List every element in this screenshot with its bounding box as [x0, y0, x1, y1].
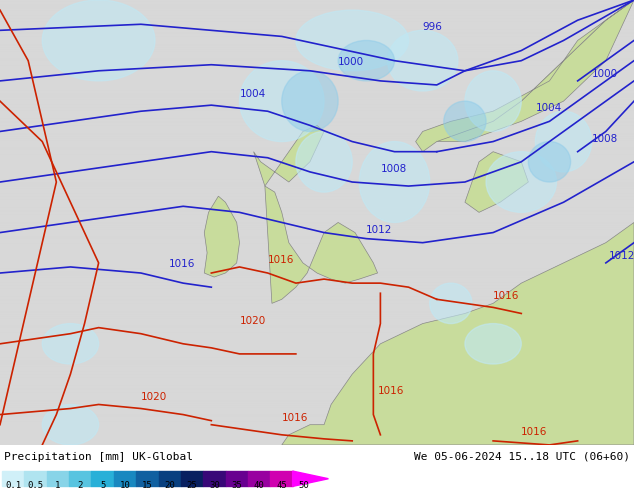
Ellipse shape — [486, 152, 557, 212]
Ellipse shape — [42, 323, 99, 364]
Bar — [2, 471, 24, 487]
Ellipse shape — [465, 323, 521, 364]
Ellipse shape — [535, 111, 592, 172]
Text: 1: 1 — [55, 481, 61, 490]
Polygon shape — [204, 196, 240, 277]
Ellipse shape — [528, 142, 571, 182]
Text: 5: 5 — [100, 481, 105, 490]
Text: 1008: 1008 — [380, 164, 406, 174]
Bar — [24, 471, 47, 487]
Text: 1020: 1020 — [141, 392, 167, 402]
Text: 1016: 1016 — [281, 413, 308, 423]
Text: 1012: 1012 — [366, 224, 392, 235]
Text: We 05-06-2024 15..18 UTC (06+60): We 05-06-2024 15..18 UTC (06+60) — [414, 452, 630, 462]
Bar — [204, 471, 226, 487]
Text: 1016: 1016 — [378, 386, 404, 396]
Bar — [47, 471, 69, 487]
Ellipse shape — [338, 41, 394, 81]
Ellipse shape — [465, 71, 521, 131]
Text: 25: 25 — [186, 481, 197, 490]
Text: 10: 10 — [120, 481, 131, 490]
Text: 30: 30 — [209, 481, 220, 490]
Bar — [136, 471, 158, 487]
Polygon shape — [416, 0, 634, 152]
Text: 35: 35 — [231, 481, 242, 490]
Ellipse shape — [296, 131, 353, 192]
Text: 2: 2 — [77, 481, 83, 490]
Text: 1000: 1000 — [338, 57, 365, 67]
Bar — [69, 471, 91, 487]
Ellipse shape — [42, 404, 99, 445]
Polygon shape — [254, 125, 324, 186]
Ellipse shape — [42, 0, 155, 81]
Text: 0.1: 0.1 — [5, 481, 22, 490]
Bar — [248, 471, 270, 487]
Polygon shape — [293, 471, 328, 487]
Bar — [113, 471, 136, 487]
Text: 1004: 1004 — [535, 103, 562, 113]
Text: 15: 15 — [142, 481, 153, 490]
Text: 1016: 1016 — [493, 292, 519, 301]
Polygon shape — [265, 186, 378, 303]
Text: 1020: 1020 — [240, 316, 266, 325]
Polygon shape — [423, 0, 634, 142]
Bar — [270, 471, 293, 487]
Bar — [226, 471, 248, 487]
Ellipse shape — [387, 30, 458, 91]
Text: 996: 996 — [423, 23, 443, 32]
Text: 1016: 1016 — [169, 259, 195, 269]
Text: 1004: 1004 — [240, 89, 266, 99]
Text: 45: 45 — [276, 481, 287, 490]
Text: 1008: 1008 — [592, 134, 618, 144]
Bar — [91, 471, 113, 487]
Text: Precipitation [mm] UK-Global: Precipitation [mm] UK-Global — [4, 452, 193, 462]
Text: 1016: 1016 — [268, 255, 294, 265]
Ellipse shape — [240, 61, 324, 142]
Ellipse shape — [359, 142, 430, 222]
Ellipse shape — [281, 71, 338, 131]
Polygon shape — [465, 152, 528, 212]
Polygon shape — [281, 222, 634, 445]
Bar — [181, 471, 204, 487]
Ellipse shape — [296, 10, 408, 71]
Text: 1012: 1012 — [609, 251, 634, 261]
Text: 1016: 1016 — [521, 427, 548, 437]
Text: 40: 40 — [254, 481, 264, 490]
Text: 1000: 1000 — [592, 69, 618, 79]
Text: 0.5: 0.5 — [27, 481, 44, 490]
Ellipse shape — [430, 283, 472, 323]
Ellipse shape — [444, 101, 486, 142]
Text: 20: 20 — [164, 481, 175, 490]
Text: 50: 50 — [299, 481, 309, 490]
Bar — [158, 471, 181, 487]
